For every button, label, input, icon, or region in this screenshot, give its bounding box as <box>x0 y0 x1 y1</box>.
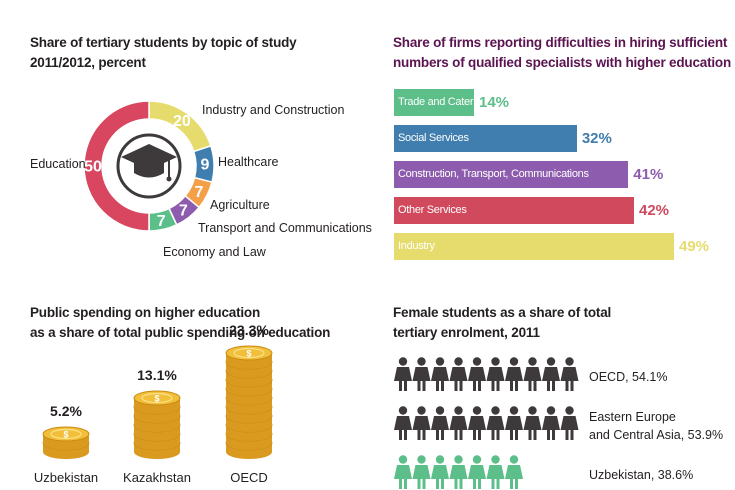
female-students-label: Eastern Europe and Central Asia, 53.9% <box>589 408 723 444</box>
firms-bar-label: Construction, Transport, Communications <box>398 168 589 180</box>
female-student-icon <box>523 406 542 440</box>
coin-stack: $ <box>42 426 90 459</box>
firms-bar-value: 42% <box>639 202 670 219</box>
legend-agriculture: Agriculture <box>210 198 270 212</box>
firms-bar-label: Trade and Catering <box>398 96 487 108</box>
female-student-icon <box>431 455 449 489</box>
svg-text:$: $ <box>154 394 159 404</box>
female-student-icon <box>560 357 579 391</box>
donut-value-label: 20 <box>173 113 191 130</box>
donut-value-label: 50 <box>84 159 102 176</box>
legend-industry-construction: Industry and Construction <box>202 103 345 117</box>
svg-text:$: $ <box>246 349 251 359</box>
firms-bar-label: Other Services <box>398 204 467 216</box>
female-student-icon <box>431 406 449 440</box>
female-student-icon <box>542 406 560 440</box>
coin-stack: $ <box>133 390 181 459</box>
female-students-label: Uzbekistan, 38.6% <box>589 466 693 484</box>
female-student-icon <box>449 357 468 391</box>
donut-value-label: 7 <box>157 213 166 230</box>
female-students-label-line: OECD, 54.1% <box>589 370 668 384</box>
firms-bar-value: 32% <box>581 130 612 147</box>
female-student-icon <box>486 406 505 440</box>
female-students-label-line: Uzbekistan, 38.6% <box>589 468 694 482</box>
coin-country-label: Kazakhstan <box>123 470 191 485</box>
firms-bar-value: 14% <box>479 94 510 111</box>
topics-title-line1: Share of tertiary students by topic of s… <box>30 35 297 50</box>
female-student-icon <box>505 455 523 489</box>
female-student-icon <box>468 455 486 489</box>
coin-country-label: OECD <box>230 470 268 485</box>
firms-bar <box>394 197 634 224</box>
graduation-cap-icon <box>116 133 182 199</box>
topics-title-line2: 2011/2012, percent <box>30 55 146 70</box>
female-student-icon <box>468 406 486 440</box>
female-student-icon <box>505 406 523 440</box>
coin-value-label: 5.2% <box>50 403 82 419</box>
female-students-label: OECD, 54.1% <box>589 368 668 386</box>
female-student-icon <box>431 357 449 391</box>
female-student-icon <box>505 357 523 391</box>
firms-bar <box>394 161 629 188</box>
female-student-icon <box>523 357 542 391</box>
coin-value-label: 23.3% <box>229 322 269 338</box>
female-student-icon <box>560 406 579 440</box>
female-students-row <box>394 406 579 440</box>
firms-title-line1: Share of firms reporting difficulties in… <box>393 35 728 50</box>
donut-value-label: 7 <box>179 203 188 220</box>
svg-text:$: $ <box>63 430 68 440</box>
female-student-icon <box>486 455 505 489</box>
firms-bar-label: Social Services <box>398 132 469 144</box>
female-student-icon <box>486 357 505 391</box>
female-student-icon <box>412 406 431 440</box>
donut-value-label: 7 <box>194 184 203 201</box>
firms-bar <box>394 89 474 116</box>
topics-title: Share of tertiary students by topic of s… <box>30 33 297 73</box>
female-students-row <box>394 357 579 391</box>
female-student-icon <box>449 455 468 489</box>
firms-title-line2: numbers of qualified specialists with hi… <box>393 55 732 70</box>
donut-value-label: 9 <box>201 157 210 174</box>
coin-country-label: Uzbekistan <box>33 470 99 485</box>
female-title-line2: tertiary enrolment, 2011 <box>393 325 540 340</box>
female-students-label-line: and Central Asia, 53.9% <box>589 428 724 442</box>
firms-bar <box>394 125 577 152</box>
legend-economy-law: Economy and Law <box>163 245 266 259</box>
female-student-icon <box>449 406 468 440</box>
legend-transport-communications: Transport and Communications <box>198 221 372 235</box>
coin-value-label: 13.1% <box>137 367 177 383</box>
female-student-icon <box>394 455 412 489</box>
female-student-icon <box>412 357 431 391</box>
firms-bar-label: Industry <box>398 240 435 252</box>
female-student-icon <box>394 357 412 391</box>
spending-title-line1: Public spending on higher education <box>30 305 261 320</box>
firms-bar-value: 49% <box>679 238 710 255</box>
firms-title: Share of firms reporting difficulties in… <box>393 33 731 73</box>
firms-bar <box>394 233 674 260</box>
female-students-row <box>394 455 523 489</box>
firms-bar-value: 41% <box>633 166 664 183</box>
female-students-label-line: Eastern Europe <box>589 410 676 424</box>
female-student-icon <box>468 357 486 391</box>
legend-healthcare: Healthcare <box>218 155 279 169</box>
coin-stack: $ <box>225 345 273 459</box>
female-student-icon <box>412 455 431 489</box>
legend-education: Education <box>30 157 86 171</box>
female-student-icon <box>394 406 412 440</box>
female-title-line1: Female students as a share of total <box>393 305 612 320</box>
spending-title: Public spending on higher education as a… <box>30 303 330 343</box>
female-title: Female students as a share of total tert… <box>393 303 611 343</box>
spending-title-line2: as a share of total public spending on e… <box>30 325 331 340</box>
female-student-icon <box>542 357 560 391</box>
